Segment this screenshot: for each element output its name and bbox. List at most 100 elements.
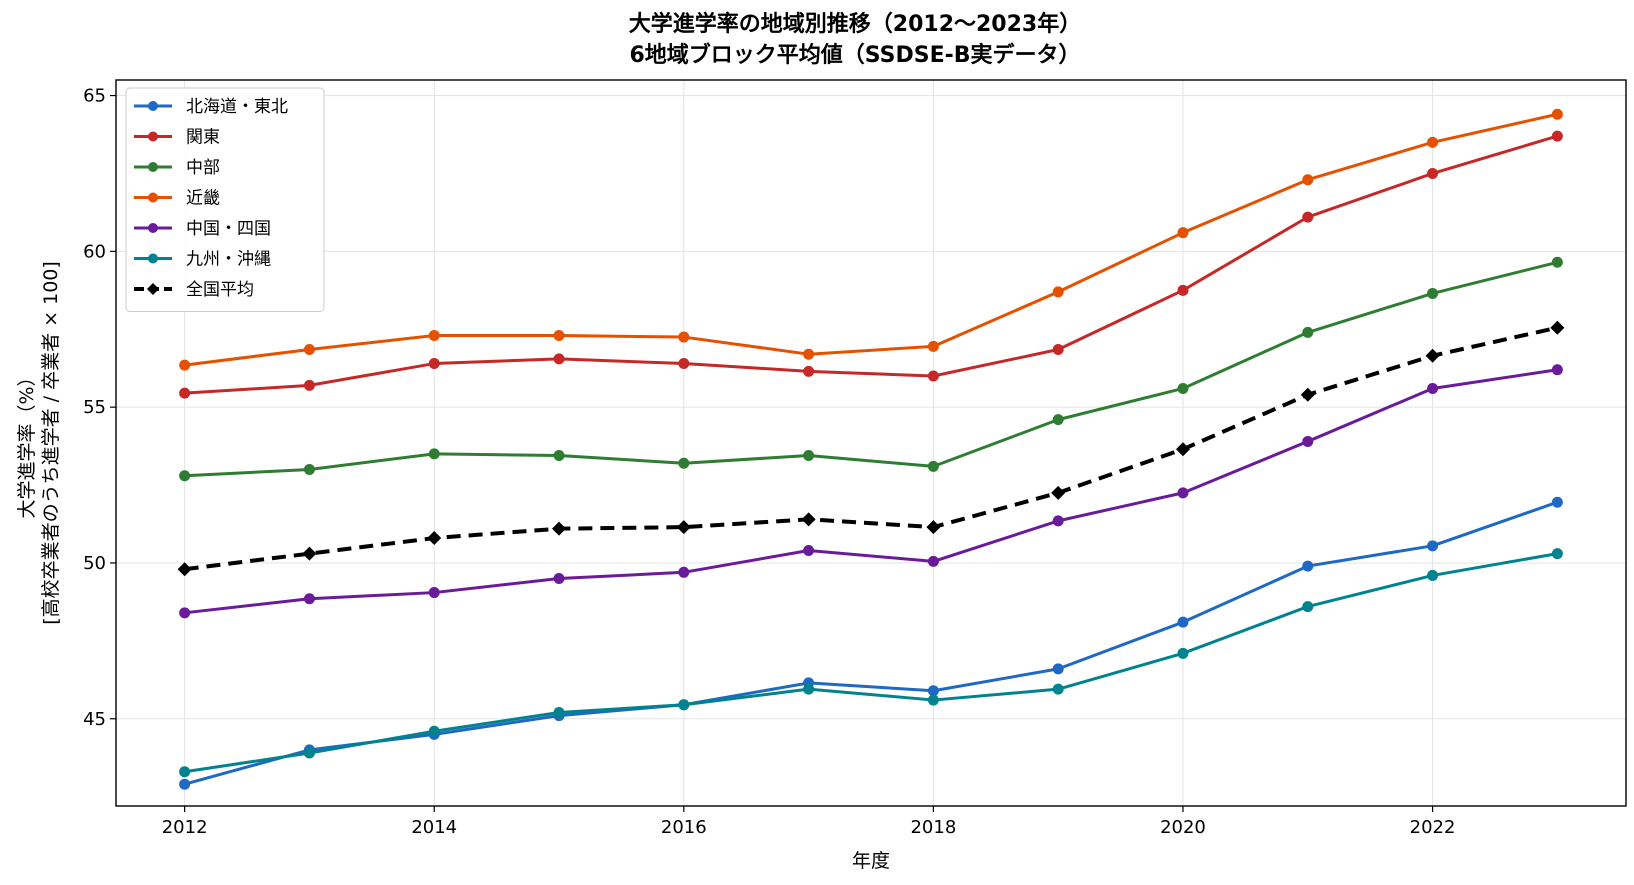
data-point	[678, 699, 690, 711]
data-point	[927, 340, 939, 352]
data-point	[1551, 496, 1563, 508]
data-point	[803, 683, 815, 695]
plot-frame	[115, 79, 1627, 807]
data-point	[927, 555, 939, 567]
data-point	[303, 344, 315, 356]
data-point	[428, 358, 440, 370]
data-point	[552, 521, 567, 536]
data-point	[1177, 487, 1189, 499]
data-point	[302, 546, 317, 561]
data-point	[1052, 344, 1064, 356]
data-point	[1302, 435, 1314, 447]
x-axis: 2012 2014 2016 2018 2020 2022	[162, 806, 1456, 838]
data-point	[801, 512, 816, 527]
data-point	[1427, 569, 1439, 581]
data-point	[177, 562, 192, 577]
data-point	[1052, 663, 1064, 675]
data-point	[678, 358, 690, 370]
data-point	[1551, 130, 1563, 142]
y-tick-label: 60	[83, 241, 106, 262]
legend-label: 全国平均	[186, 280, 254, 300]
legend-label: 関東	[186, 128, 220, 148]
legend-label: 近畿	[186, 189, 220, 209]
data-point	[1051, 485, 1066, 500]
data-point	[678, 566, 690, 578]
y-axis-label: 大学進学率（%） [高校卒業者のうち進学者 / 卒業者 × 100]	[16, 261, 62, 625]
data-point	[553, 707, 565, 719]
data-point	[428, 448, 440, 460]
series-line	[184, 325, 1558, 572]
data-point	[1052, 414, 1064, 426]
data-point	[303, 463, 315, 475]
series-line	[184, 112, 1558, 367]
y-tick-label: 45	[83, 709, 106, 730]
data-point	[1302, 326, 1314, 338]
data-point	[553, 573, 565, 585]
data-point	[1427, 136, 1439, 148]
chart-title: 大学進学率の地域別推移（2012〜2023年）	[629, 11, 1081, 37]
data-point	[1302, 560, 1314, 572]
legend-marker	[148, 253, 158, 264]
data-point	[1302, 601, 1314, 613]
data-point	[803, 544, 815, 556]
legend-marker	[148, 101, 158, 111]
legend-item: 九州・沖縄	[134, 250, 271, 270]
x-tick-label: 2022	[1410, 817, 1456, 838]
data-point	[1551, 364, 1563, 376]
data-point	[179, 359, 191, 371]
data-point	[1177, 647, 1189, 659]
data-point	[1302, 211, 1314, 223]
series-2	[179, 130, 1563, 399]
legend-item: 北海道・東北	[134, 97, 288, 117]
data-point	[303, 379, 315, 391]
data-point	[1300, 387, 1315, 402]
data-point	[678, 457, 690, 469]
data-point	[678, 331, 690, 343]
data-point	[803, 449, 815, 461]
series-3	[179, 256, 1563, 482]
y-axis-label-line1: 大学進学率（%）	[16, 367, 38, 518]
chart-subtitle: 6地域ブロック平均値（SSDSE-B実データ）	[629, 42, 1080, 68]
data-point	[428, 587, 440, 599]
data-point	[428, 330, 440, 342]
series-line	[184, 134, 1558, 395]
legend-item: 中国・四国	[134, 219, 271, 239]
series-line	[184, 260, 1558, 478]
data-point	[553, 449, 565, 461]
legend-item: 近畿	[134, 189, 220, 209]
y-tick-label: 65	[83, 86, 106, 107]
data-point	[1177, 227, 1189, 239]
legend-marker	[148, 192, 158, 203]
y-axis: 45 50 55 60 65	[83, 86, 116, 730]
data-point	[179, 470, 191, 482]
series-5	[179, 364, 1563, 619]
data-point	[1177, 284, 1189, 296]
data-point	[1177, 382, 1189, 394]
legend-label: 中部	[186, 158, 220, 178]
legend-item: 関東	[134, 128, 220, 148]
series-layer	[177, 108, 1565, 790]
legend-item: 中部	[134, 158, 220, 178]
plot-background	[116, 80, 1626, 806]
legend-item: 全国平均	[134, 280, 254, 300]
data-point	[1177, 616, 1189, 628]
series-6	[179, 548, 1563, 778]
data-point	[1551, 108, 1563, 120]
data-point	[1427, 167, 1439, 179]
data-point	[179, 766, 191, 778]
data-point	[1427, 540, 1439, 552]
series-4	[179, 108, 1563, 371]
legend-label: 九州・沖縄	[186, 250, 271, 270]
data-point	[553, 330, 565, 342]
legend-marker	[148, 223, 158, 233]
y-tick-label: 55	[83, 397, 106, 418]
data-point	[1302, 174, 1314, 186]
data-point	[303, 593, 315, 605]
x-axis-label: 年度	[852, 850, 890, 872]
data-point	[1551, 256, 1563, 268]
data-point	[927, 460, 939, 472]
x-tick-label: 2020	[1160, 817, 1206, 838]
legend-marker	[148, 162, 158, 172]
data-point	[1551, 548, 1563, 560]
